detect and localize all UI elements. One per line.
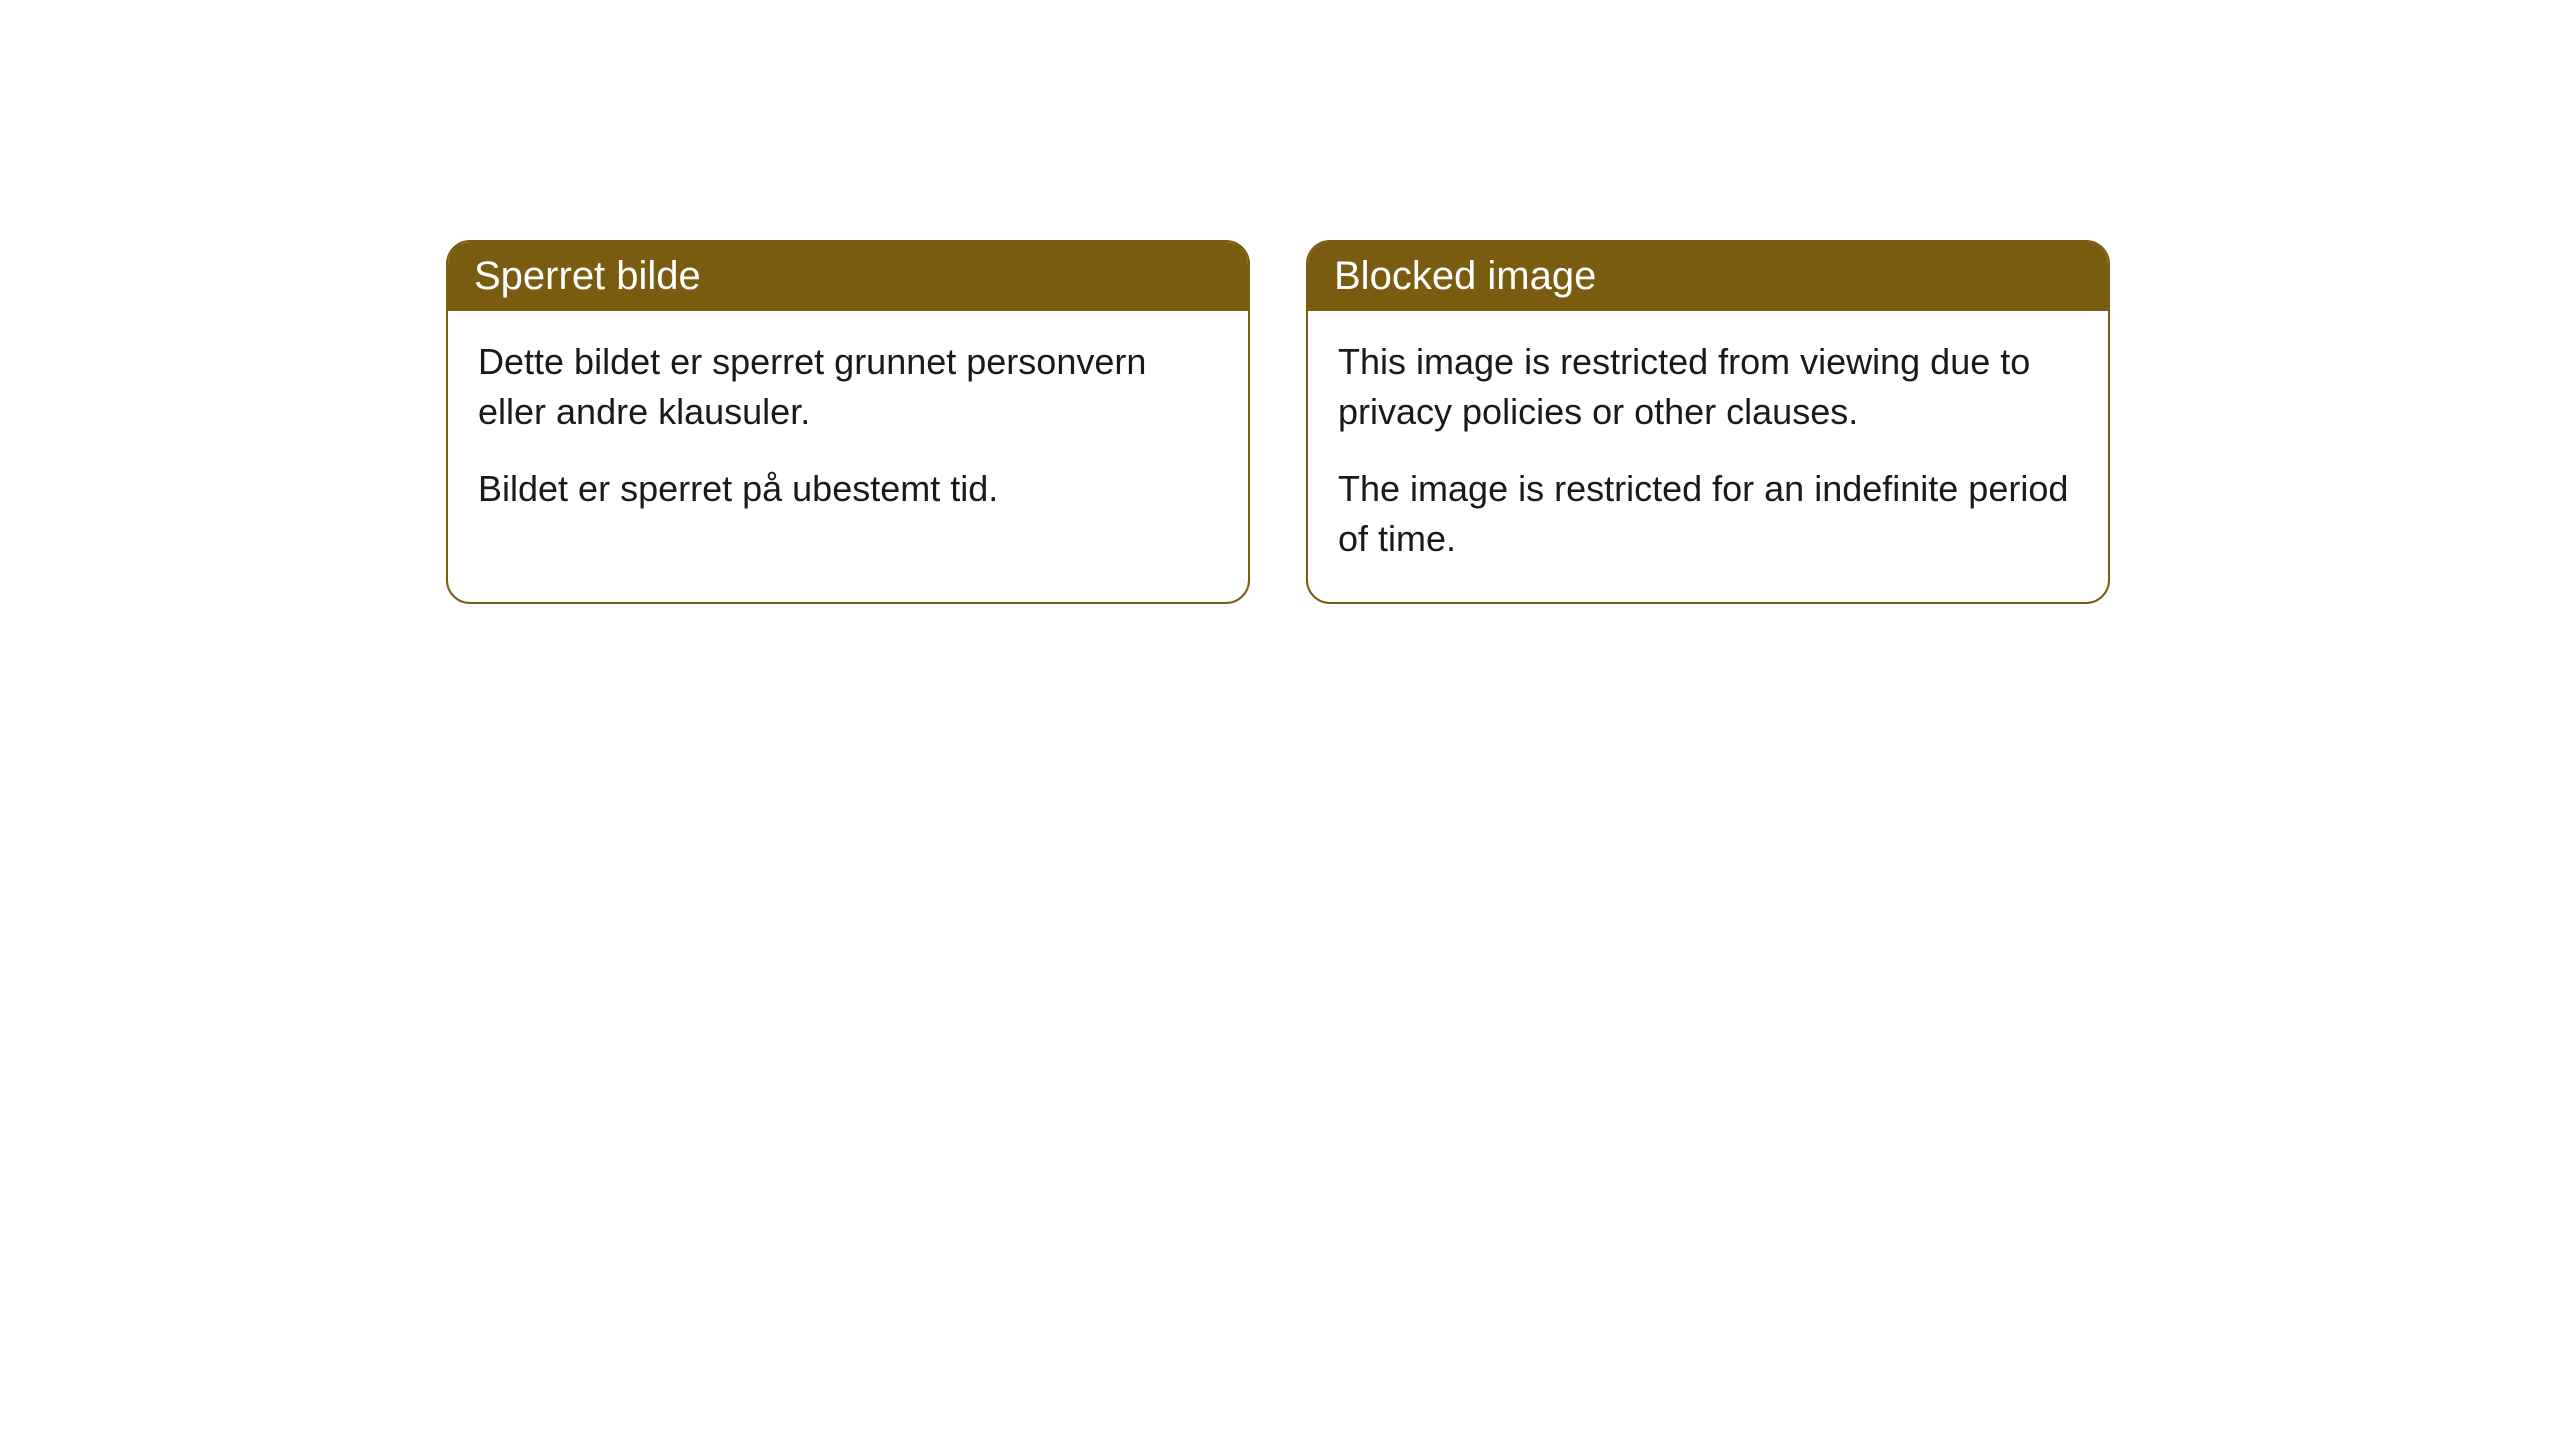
card-body: This image is restricted from viewing du… xyxy=(1308,311,2108,602)
card-paragraph: The image is restricted for an indefinit… xyxy=(1338,464,2078,563)
card-header: Sperret bilde xyxy=(448,242,1248,311)
notice-cards-container: Sperret bilde Dette bildet er sperret gr… xyxy=(446,240,2110,604)
blocked-image-card-norwegian: Sperret bilde Dette bildet er sperret gr… xyxy=(446,240,1250,604)
card-title: Blocked image xyxy=(1334,254,1596,298)
card-body: Dette bildet er sperret grunnet personve… xyxy=(448,311,1248,552)
card-paragraph: Dette bildet er sperret grunnet personve… xyxy=(478,337,1218,436)
blocked-image-card-english: Blocked image This image is restricted f… xyxy=(1306,240,2110,604)
card-title: Sperret bilde xyxy=(474,254,701,298)
card-header: Blocked image xyxy=(1308,242,2108,311)
card-paragraph: This image is restricted from viewing du… xyxy=(1338,337,2078,436)
card-paragraph: Bildet er sperret på ubestemt tid. xyxy=(478,464,1218,514)
